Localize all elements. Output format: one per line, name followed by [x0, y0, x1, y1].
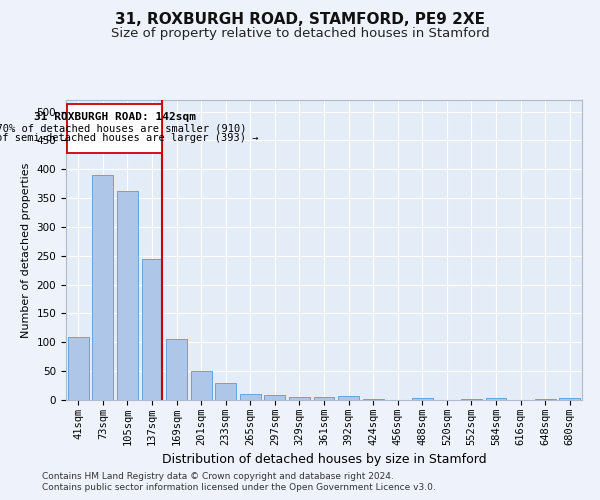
Text: ← 70% of detached houses are smaller (910): ← 70% of detached houses are smaller (91… [0, 123, 246, 133]
Bar [166, 340, 187, 400]
Bar [240, 394, 261, 400]
Text: 31 ROXBURGH ROAD: 142sqm: 31 ROXBURGH ROAD: 142sqm [34, 112, 196, 122]
Bar [142, 258, 163, 400]
Bar [412, 398, 433, 400]
Bar [485, 398, 506, 400]
Bar [191, 371, 212, 400]
Bar [67, 104, 163, 153]
Y-axis label: Number of detached properties: Number of detached properties [21, 162, 31, 338]
Bar [559, 398, 580, 400]
Bar [314, 397, 334, 400]
X-axis label: Distribution of detached houses by size in Stamford: Distribution of detached houses by size … [161, 454, 487, 466]
Bar [215, 382, 236, 400]
Bar [338, 396, 359, 400]
Bar [117, 191, 138, 400]
Bar [92, 175, 113, 400]
Bar [68, 336, 89, 400]
Text: Size of property relative to detached houses in Stamford: Size of property relative to detached ho… [110, 28, 490, 40]
Text: Contains public sector information licensed under the Open Government Licence v3: Contains public sector information licen… [42, 484, 436, 492]
Text: 30% of semi-detached houses are larger (393) →: 30% of semi-detached houses are larger (… [0, 133, 259, 143]
Bar [289, 397, 310, 400]
Text: Contains HM Land Registry data © Crown copyright and database right 2024.: Contains HM Land Registry data © Crown c… [42, 472, 394, 481]
Bar [265, 396, 286, 400]
Text: 31, ROXBURGH ROAD, STAMFORD, PE9 2XE: 31, ROXBURGH ROAD, STAMFORD, PE9 2XE [115, 12, 485, 28]
